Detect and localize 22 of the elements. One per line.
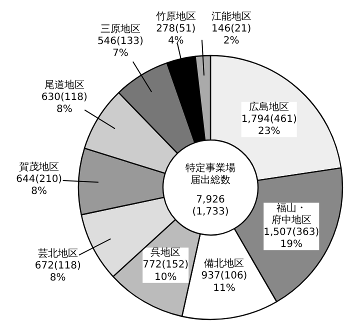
slice-label: 三原地区 xyxy=(100,22,140,35)
slice-label: 尾道地区 xyxy=(44,78,84,91)
data-label: 644(210) 8% xyxy=(16,174,62,198)
slice-label: 広島地区 xyxy=(249,100,290,113)
data-label: 546(133) 7% xyxy=(97,36,144,60)
data-label: 1,507(363) 19% xyxy=(264,226,320,250)
slice-label: 呉地区 xyxy=(150,246,181,259)
data-label: 772(152) 10% xyxy=(142,260,189,283)
slice-label: 賀茂地区 xyxy=(19,160,60,173)
data-label: 278(51) 4% xyxy=(156,24,196,47)
text: 7,926 (1,733) xyxy=(192,194,229,218)
slice-label: 備北地区 xyxy=(204,258,244,270)
text: 特定事業場届出総数 xyxy=(186,162,236,186)
slice-label: 芸北地区 xyxy=(38,247,78,260)
data-label: 1,794(461) 23% xyxy=(241,114,297,138)
data-label: 672(118) 8% xyxy=(34,260,81,284)
data-label: 146(21) 2% xyxy=(212,24,252,47)
data-label: 937(106) 11% xyxy=(201,270,248,294)
data-label: 630(118) 8% xyxy=(41,92,88,116)
slice-label: 竹原地区 xyxy=(156,10,196,22)
slice-label: 江能地区 xyxy=(211,10,252,22)
slice-label: 福山・府中地区 xyxy=(271,202,312,226)
